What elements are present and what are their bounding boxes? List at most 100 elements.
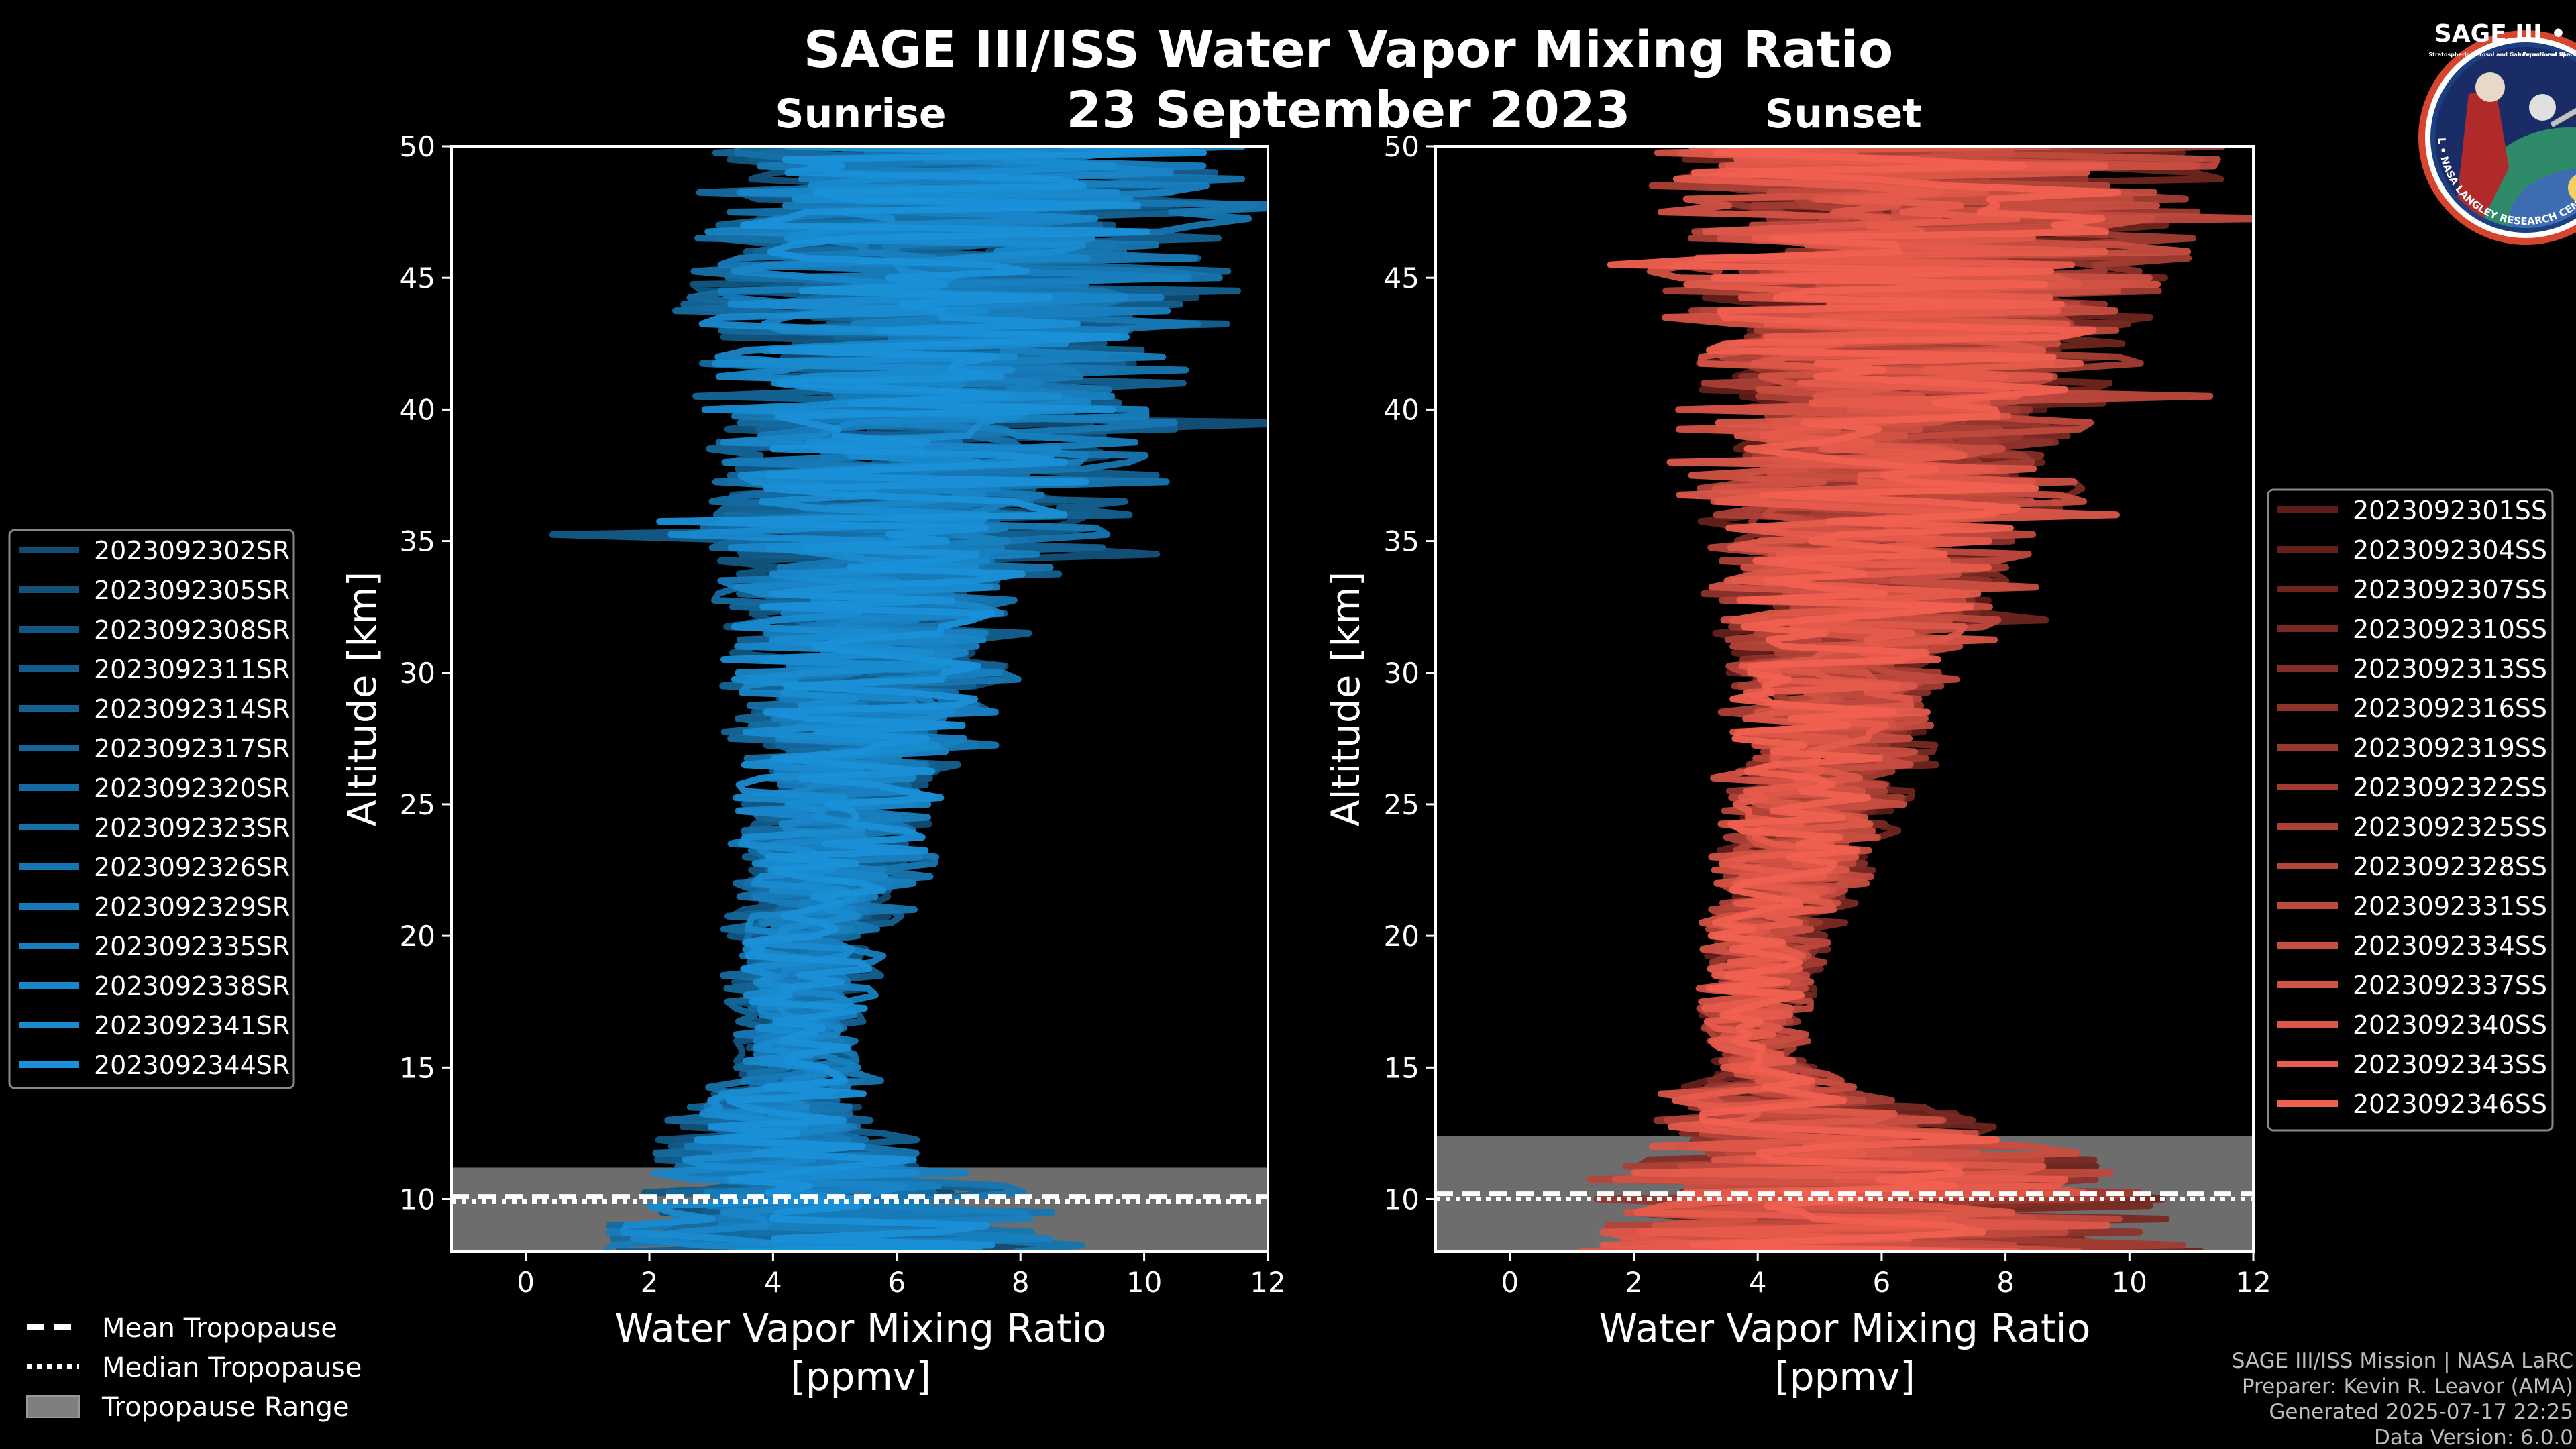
x-tick-label: 12 bbox=[1250, 1266, 1285, 1299]
legend-label-2023092319SS: 2023092319SS bbox=[2353, 733, 2547, 763]
sunset-profile-lines bbox=[1577, 146, 2253, 1252]
y-tick-label: 45 bbox=[1384, 262, 1419, 294]
legend-label-2023092341SR: 2023092341SR bbox=[94, 1011, 290, 1040]
x-axis-label-line: [ppmv] bbox=[790, 1354, 931, 1399]
legend-label-2023092310SS: 2023092310SS bbox=[2353, 614, 2547, 644]
x-tick-label: 6 bbox=[888, 1266, 906, 1299]
x-tick-label: 10 bbox=[2112, 1266, 2147, 1299]
profile-line-2023092335SR bbox=[712, 146, 1246, 1252]
figure-date: 23 September 2023 bbox=[1066, 80, 1630, 140]
y-tick-label: 15 bbox=[1384, 1051, 1419, 1084]
y-tick-label: 45 bbox=[400, 262, 435, 294]
y-tick-label: 50 bbox=[1384, 130, 1419, 163]
logo-subtitle-left: Stratospheric Aerosol and Gas Experiment… bbox=[2428, 52, 2565, 58]
y-tick-label: 50 bbox=[400, 130, 435, 163]
y-tick-label: 15 bbox=[400, 1051, 435, 1084]
legend-label-2023092305SR: 2023092305SR bbox=[94, 576, 290, 605]
sunrise-y-ticks: 10 15 20 25 30 35 40 45 50 bbox=[400, 130, 451, 1216]
x-tick-label: 4 bbox=[764, 1266, 782, 1299]
y-tick-label: 30 bbox=[400, 657, 435, 690]
legend-label-2023092314SR: 2023092314SR bbox=[94, 694, 290, 724]
x-tick-label: 0 bbox=[1501, 1266, 1519, 1299]
legend-label-2023092301SS: 2023092301SS bbox=[2353, 496, 2547, 525]
legend-label-2023092316SS: 2023092316SS bbox=[2353, 694, 2547, 723]
sunrise-subtitle: Sunrise bbox=[775, 91, 946, 138]
profile-line-2023092346SS bbox=[1607, 146, 2121, 1252]
footer-credits: SAGE III/ISS Mission | NASA LaRC Prepare… bbox=[2232, 1349, 2573, 1449]
legend-label-2023092317SR: 2023092317SR bbox=[94, 734, 290, 763]
sunrise-tropopause-lines bbox=[451, 1194, 1268, 1204]
legend-label-2023092331SS: 2023092331SS bbox=[2353, 892, 2547, 921]
x-tick-label: 6 bbox=[1873, 1266, 1891, 1299]
legend-label-2023092311SR: 2023092311SR bbox=[94, 655, 290, 684]
y-tick-label: 25 bbox=[400, 788, 435, 821]
sunset-panel: 0 2 4 6 8 10 12 10 15 20 25 30 35 40 45 50 Altitude [k… bbox=[1323, 130, 2271, 1399]
sunrise-profile-lines bbox=[549, 146, 1268, 1252]
sunrise-y-axis-label: Altitude [km] bbox=[339, 572, 385, 826]
legend-label-2023092343SS: 2023092343SS bbox=[2353, 1050, 2547, 1079]
sunrise-x-ticks: 0 2 4 6 8 10 12 bbox=[517, 1252, 1286, 1299]
legend-label-2023092328SS: 2023092328SS bbox=[2353, 852, 2547, 881]
y-tick-label: 35 bbox=[1384, 525, 1419, 558]
x-tick-label: 2 bbox=[1625, 1266, 1643, 1299]
x-axis-label-line: Water Vapor Mixing Ratio bbox=[615, 1305, 1107, 1351]
logo-label: SAGE III • ISS bbox=[2434, 20, 2576, 48]
legend-label-2023092308SR: 2023092308SR bbox=[94, 615, 290, 645]
sunset-axes-frame bbox=[1434, 145, 2255, 1253]
footer-mission: SAGE III/ISS Mission | NASA LaRC bbox=[2232, 1349, 2573, 1373]
y-tick-label: 10 bbox=[400, 1183, 435, 1216]
legend-label-2023092323SR: 2023092323SR bbox=[94, 813, 290, 843]
profile-line-2023092331SS bbox=[1676, 146, 2253, 1252]
x-tick-label: 4 bbox=[1749, 1266, 1767, 1299]
legend-label-2023092304SS: 2023092304SS bbox=[2353, 535, 2547, 565]
y-tick-label: 20 bbox=[1384, 920, 1419, 953]
legend-label-2023092325SS: 2023092325SS bbox=[2353, 812, 2547, 842]
y-tick-label: 35 bbox=[400, 525, 435, 558]
x-tick-label: 10 bbox=[1126, 1266, 1162, 1299]
sunrise-legend-box bbox=[8, 529, 295, 1089]
tropopause-range-label: Tropopause Range bbox=[101, 1392, 350, 1423]
x-tick-label: 12 bbox=[2235, 1266, 2271, 1299]
y-tick-label: 25 bbox=[1384, 788, 1419, 821]
sunrise-axes-frame bbox=[450, 145, 1269, 1253]
x-axis-label-line: Water Vapor Mixing Ratio bbox=[1599, 1305, 2091, 1351]
x-tick-label: 0 bbox=[517, 1266, 535, 1299]
legend-label-2023092337SS: 2023092337SS bbox=[2353, 971, 2547, 1000]
sunset-tropopause-lines bbox=[1436, 1191, 2253, 1202]
legend-label-2023092322SS: 2023092322SS bbox=[2353, 773, 2547, 802]
legend-label-2023092335SR: 2023092335SR bbox=[94, 932, 290, 961]
sunset-subtitle: Sunset bbox=[1765, 91, 1922, 138]
sunset-legend: 2023092301SS 2023092304SS 2023092307SS 2023… bbox=[2267, 488, 2554, 1132]
figure-title: SAGE III/ISS Water Vapor Mixing Ratio bbox=[804, 19, 1894, 79]
footer-data-version: Data Version: 6.0.0 bbox=[2374, 1426, 2573, 1449]
legend-label-2023092313SS: 2023092313SS bbox=[2353, 654, 2547, 684]
median-tropopause-label: Median Tropopause bbox=[102, 1352, 362, 1383]
sunset-y-axis-label: Altitude [km] bbox=[1323, 572, 1368, 826]
legend-label-2023092346SS: 2023092346SS bbox=[2353, 1089, 2547, 1119]
sunrise-panel: 0 2 4 6 8 10 12 10 15 20 25 30 35 40 45 50 Altitude [k… bbox=[339, 130, 1286, 1399]
legend-label-2023092329SR: 2023092329SR bbox=[94, 892, 290, 922]
tropopause-legend: Mean Tropopause Median Tropopause Tropop… bbox=[26, 1313, 362, 1423]
footer-generated: Generated 2025-07-17 22:25 bbox=[2269, 1400, 2573, 1424]
x-tick-label: 8 bbox=[1996, 1266, 2015, 1299]
logo-subtitle-right: International Space Station bbox=[2518, 52, 2576, 58]
legend-label-2023092302SR: 2023092302SR bbox=[94, 536, 290, 566]
legend-label-2023092344SR: 2023092344SR bbox=[94, 1051, 290, 1080]
legend-label-2023092338SR: 2023092338SR bbox=[94, 971, 290, 1001]
y-tick-label: 20 bbox=[400, 920, 435, 953]
y-tick-label: 40 bbox=[400, 393, 435, 426]
legend-label-2023092326SR: 2023092326SR bbox=[94, 853, 290, 882]
mean-tropopause-label: Mean Tropopause bbox=[102, 1313, 337, 1344]
sunrise-x-axis-label: Water Vapor Mixing Ratio [ppmv] bbox=[615, 1305, 1107, 1399]
sunrise-legend: 2023092302SR 2023092305SR 2023092308SR 2023… bbox=[8, 529, 295, 1089]
legend-label-2023092340SS: 2023092340SS bbox=[2353, 1010, 2547, 1040]
footer-preparer: Preparer: Kevin R. Leavor (AMA) bbox=[2242, 1375, 2573, 1399]
sunset-x-ticks: 0 2 4 6 8 10 12 bbox=[1501, 1252, 2271, 1299]
sunset-y-ticks: 10 15 20 25 30 35 40 45 50 bbox=[1384, 130, 1436, 1216]
profile-line-2023092344SR bbox=[656, 146, 1208, 1252]
x-axis-label-line: [ppmv] bbox=[1774, 1354, 1915, 1399]
sunset-x-axis-label: Water Vapor Mixing Ratio [ppmv] bbox=[1599, 1305, 2091, 1399]
y-tick-label: 10 bbox=[1384, 1183, 1419, 1216]
x-tick-label: 2 bbox=[641, 1266, 659, 1299]
